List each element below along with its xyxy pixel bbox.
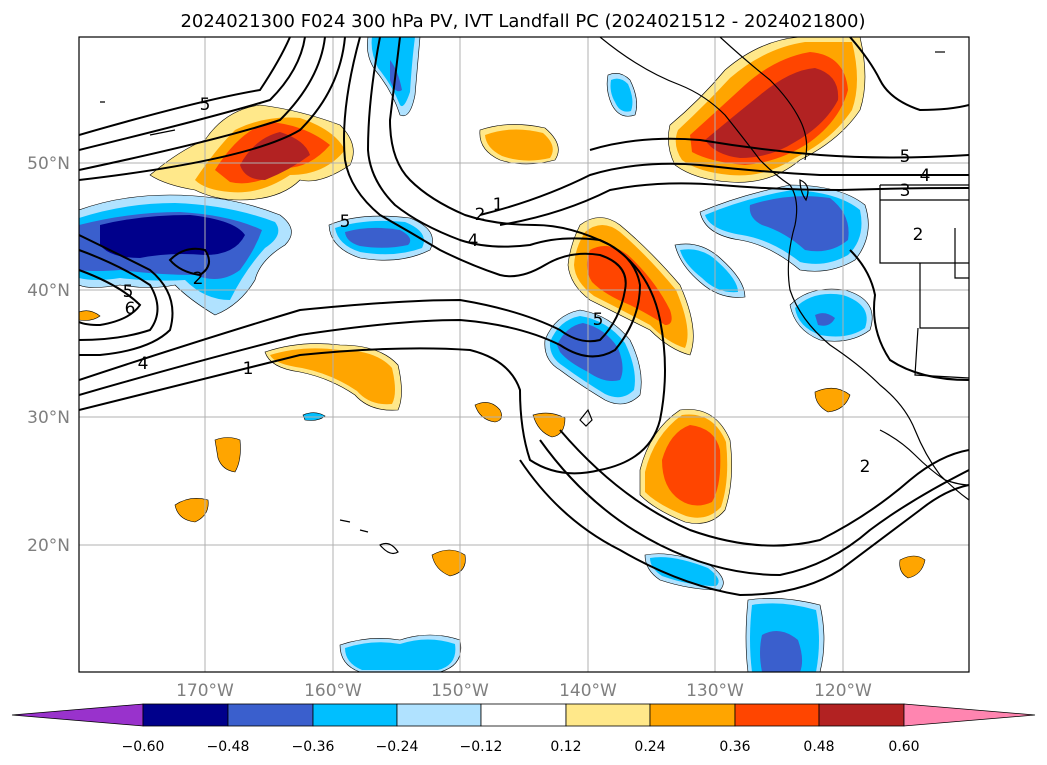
- colorbar-tick-label: −0.12: [460, 739, 503, 755]
- colorbar-tick-label: −0.36: [292, 739, 335, 755]
- colorbar-extend-low: [11, 703, 144, 727]
- lon-tick-label: 130°W: [686, 681, 744, 701]
- contour-label: 5: [200, 95, 211, 115]
- colorbar-tick-label: −0.48: [207, 739, 250, 755]
- lat-tick-label: 40°N: [27, 281, 70, 301]
- contour-label: 2: [475, 205, 486, 225]
- contour-label: 6: [125, 299, 136, 319]
- colorbar-tick-label: 0.60: [888, 739, 919, 755]
- map-title: 2024021300 F024 300 hPa PV, IVT Landfall…: [180, 11, 865, 32]
- contour-label: 2: [913, 225, 924, 245]
- colorbar-tick-label: 0.48: [803, 739, 834, 755]
- lat-tick-label: 20°N: [27, 536, 70, 556]
- contour-label: 3: [900, 181, 911, 201]
- colorbar-tick-label: −0.24: [376, 739, 419, 755]
- colorbar-tick-label: 0.24: [634, 739, 665, 755]
- colorbar-segment: [227, 703, 314, 727]
- contour-label: 5: [123, 282, 134, 302]
- colorbar-tick-label: 0.12: [550, 739, 581, 755]
- map-frame: [78, 36, 970, 673]
- lat-tick-label: 50°N: [27, 154, 70, 174]
- contour-label: 2: [860, 457, 871, 477]
- lon-tick-label: 150°W: [431, 681, 489, 701]
- contour-label: 5: [900, 147, 911, 167]
- contour-label: 5: [340, 212, 351, 232]
- colorbar-segment: [142, 703, 229, 727]
- lon-tick-label: 160°W: [304, 681, 362, 701]
- colorbar-tick-label: −0.60: [122, 739, 165, 755]
- colorbar: [11, 703, 1036, 727]
- lon-tick-label: 120°W: [814, 681, 872, 701]
- colorbar-extend-high: [903, 703, 1036, 727]
- label-2-west: 2: [193, 269, 204, 289]
- colorbar-segment: [818, 703, 905, 727]
- colorbar-segment: [649, 703, 736, 727]
- colorbar-segment: [480, 703, 567, 727]
- contour-label: 4: [468, 231, 479, 251]
- colorbar-tick-label: 0.36: [719, 739, 750, 755]
- colorbar-ticks: −0.60 −0.48 −0.36 −0.24 −0.12 0.12 0.24 …: [122, 739, 920, 755]
- contour-label: 4: [138, 354, 149, 374]
- contour-label: 1: [243, 359, 254, 379]
- colorbar-segment: [312, 703, 398, 727]
- lon-tick-label: 140°W: [559, 681, 617, 701]
- coastlines: [100, 37, 969, 555]
- lon-axis: 170°W 160°W 150°W 140°W 130°W 120°W: [176, 681, 872, 701]
- contour-label: 1: [493, 195, 504, 215]
- lat-axis: 50°N 40°N 30°N 20°N: [27, 154, 70, 556]
- colorbar-segment: [734, 703, 820, 727]
- map-panel: 5 2 1 4 5 5 6 4 1 5 5 4 3 2 2: [79, 37, 969, 672]
- colorbar-segment: [565, 703, 651, 727]
- lat-tick-label: 30°N: [27, 408, 70, 428]
- contour-label: 4: [920, 166, 931, 186]
- contour-labels: 5 2 1 4 5 5 6 4 1 5 5 4 3 2 2: [123, 95, 931, 477]
- lon-tick-label: 170°W: [176, 681, 234, 701]
- contour-label: 5: [593, 310, 604, 330]
- colorbar-segment: [396, 703, 482, 727]
- pv-contours: [79, 37, 969, 597]
